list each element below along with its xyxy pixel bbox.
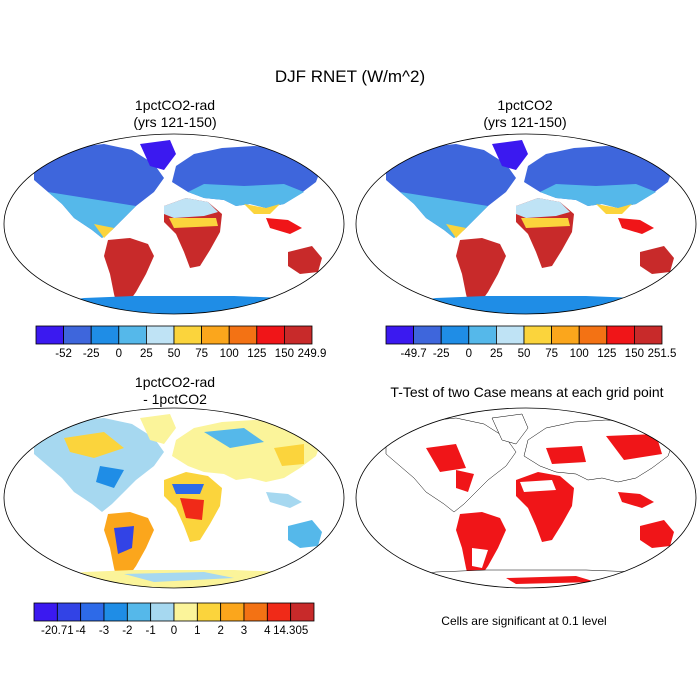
panel-2-title: 1pctCO2: [497, 97, 552, 113]
colorbar-3-label: -2: [122, 625, 132, 637]
colorbar-2-swatch: [551, 325, 580, 345]
panel-ttest: T-Test of two Case means at each grid po…: [355, 384, 697, 628]
colorbar-1-label: 75: [195, 348, 208, 360]
colorbar-2-label: -49.7: [400, 348, 426, 360]
colorbar-3: -20.71 -4 -3 -2 -1 0 1 2 3 4 14.305: [33, 602, 315, 637]
colorbar-2: -49.7 -25 0 25 50 75 100 125 150 251.5: [385, 325, 677, 360]
colorbar-2-swatch: [523, 325, 553, 345]
colorbar-1-swatch: [63, 325, 92, 345]
colorbar-3-label: -1: [146, 625, 156, 637]
colorbar-2-label: 100: [570, 348, 589, 360]
colorbar-1-label: 100: [220, 348, 239, 360]
colorbar-3-label: -3: [99, 625, 109, 637]
colorbar-2-label: 0: [466, 348, 472, 360]
colorbar-2-swatch: [468, 325, 497, 345]
colorbar-3-swatch: [103, 602, 128, 622]
panel-1-title: 1pctCO2-rad: [135, 97, 215, 113]
colorbar-3-label: 0: [171, 625, 177, 637]
colorbar-2-label: -25: [433, 348, 450, 360]
colorbar-3-label: 4: [264, 625, 271, 637]
colorbar-3-swatch: [126, 602, 152, 622]
colorbar-1-swatch: [283, 325, 313, 345]
colorbar-2-swatch: [440, 325, 470, 345]
colorbar-1-label: 249.9: [298, 348, 327, 360]
colorbar-2-swatch: [634, 325, 663, 345]
colorbar-3-swatch: [196, 602, 222, 622]
colorbar-3-swatch: [56, 602, 82, 622]
colorbar-2-swatch: [495, 325, 525, 345]
colorbar-3-label: 3: [241, 625, 247, 637]
map-panel-4: [355, 407, 697, 589]
colorbar-3-label: 1: [194, 625, 200, 637]
colorbar-1: -52 -25 0 25 50 75 100 125 150 249.9: [35, 325, 327, 360]
colorbar-2-label: 251.5: [648, 348, 677, 360]
colorbar-2-label: 150: [625, 348, 644, 360]
colorbar-1-label: 50: [168, 348, 181, 360]
colorbar-3-swatch: [80, 602, 105, 622]
colorbar-3-label: -4: [76, 625, 87, 637]
panel-1pctco2-rad: 1pctCO2-rad (yrs 121-150): [3, 97, 345, 360]
significance-note: Cells are significant at 0.1 level: [441, 614, 606, 628]
colorbar-3-swatch: [243, 602, 268, 622]
colorbar-2-label: 75: [545, 348, 558, 360]
colorbar-1-swatch: [201, 325, 230, 345]
map-panel-3: [3, 407, 345, 589]
colorbar-1-label: -25: [83, 348, 100, 360]
colorbar-1-swatch: [90, 325, 120, 345]
colorbar-1-label: 0: [116, 348, 122, 360]
colorbar-2-label: 125: [597, 348, 616, 360]
panel-difference: 1pctCO2-rad - 1pctCO2: [3, 374, 345, 637]
colorbar-2-label: 50: [518, 348, 531, 360]
colorbar-3-label: 2: [217, 625, 223, 637]
colorbar-2-swatch: [413, 325, 442, 345]
colorbar-1-label: 25: [140, 348, 153, 360]
panel-1pctco2: 1pctCO2 (yrs 121-150) -49.: [355, 97, 697, 360]
panel-2-subtitle: (yrs 121-150): [483, 114, 566, 130]
panel-3-title: 1pctCO2-rad: [135, 374, 215, 390]
colorbar-3-swatch: [220, 602, 245, 622]
colorbar-1-swatch: [35, 325, 65, 345]
colorbar-1-swatch: [118, 325, 147, 345]
map-panel-1: [3, 133, 345, 315]
colorbar-1-swatch: [228, 325, 258, 345]
colorbar-3-swatch: [290, 602, 315, 622]
colorbar-2-swatch: [606, 325, 635, 345]
colorbar-3-label: -20.71: [41, 625, 74, 637]
colorbar-1-label: -52: [55, 348, 72, 360]
panel-3-subtitle: - 1pctCO2: [143, 391, 207, 407]
colorbar-3-swatch: [33, 602, 58, 622]
colorbar-1-label: 125: [247, 348, 266, 360]
colorbar-3-swatch: [150, 602, 175, 622]
panel-4-title: T-Test of two Case means at each grid po…: [390, 384, 663, 400]
colorbar-1-swatch: [145, 325, 175, 345]
map-panel-2: [355, 133, 697, 315]
colorbar-2-label: 25: [490, 348, 503, 360]
colorbar-1-swatch: [256, 325, 285, 345]
figure-title: DJF RNET (W/m^2): [275, 67, 425, 86]
colorbar-3-swatch: [173, 602, 198, 622]
colorbar-1-label: 150: [275, 348, 294, 360]
colorbar-3-swatch: [266, 602, 292, 622]
colorbar-1-swatch: [173, 325, 203, 345]
panel-1-subtitle: (yrs 121-150): [133, 114, 216, 130]
colorbar-2-swatch: [385, 325, 415, 345]
colorbar-2-swatch: [578, 325, 608, 345]
colorbar-3-label: 14.305: [273, 625, 308, 637]
